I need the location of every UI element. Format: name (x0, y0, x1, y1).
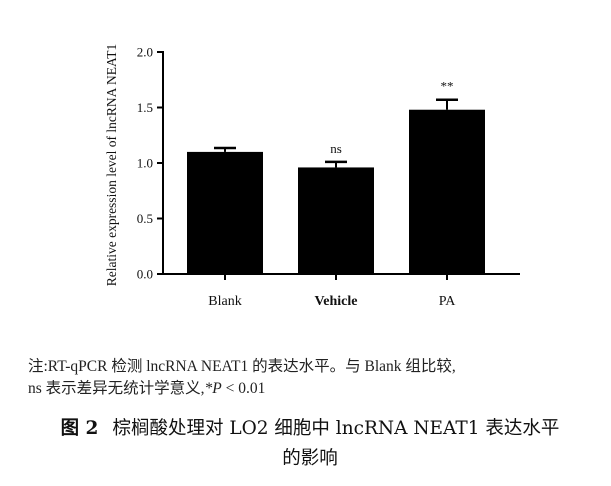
note-line-2: ns 表示差异无统计学意义,*P < 0.01 (28, 378, 603, 400)
significance-label: ns (330, 141, 342, 156)
figure-title-line-1: 棕榈酸处理对 LO2 细胞中 lncRNA NEAT1 表达水平 (112, 418, 560, 439)
note-line-2-suffix: < 0.01 (221, 380, 266, 397)
figure-caption: 图 2 棕榈酸处理对 LO2 细胞中 lncRNA NEAT1 表达水平 的影响 (20, 414, 600, 474)
chart-bars: ns ** (187, 79, 485, 274)
bar-vehicle (298, 167, 374, 274)
note-line-1: 注:RT-qPCR 检测 lncRNA NEAT1 的表达水平。与 Blank … (28, 358, 456, 375)
figure-title-line-2: 的影响 (282, 448, 338, 469)
significance-label: ** (441, 79, 454, 94)
y-tick-label: 0.0 (137, 267, 153, 282)
x-tick-label: PA (439, 294, 457, 309)
bar-pa (409, 109, 485, 274)
bar-chart: 0.0 0.5 1.0 1.5 2.0 Blank Vehicle PA ns ** Relat… (104, 44, 520, 309)
x-tick-label: Blank (208, 294, 241, 309)
y-axis-label: Relative expression level of lncRNA NEAT… (104, 44, 119, 287)
figure-note: 注:RT-qPCR 检测 lncRNA NEAT1 的表达水平。与 Blank … (28, 356, 603, 400)
y-tick-label: 1.5 (137, 100, 153, 115)
y-tick-label: 1.0 (137, 156, 153, 171)
bar-blank (187, 151, 263, 274)
x-tick-label: Vehicle (314, 294, 357, 309)
note-line-2-prefix: ns 表示差异无统计学意义, (28, 380, 205, 397)
figure-number: 图 2 (60, 418, 99, 439)
y-tick-label: 0.5 (137, 211, 153, 226)
p-symbol: *P (204, 380, 222, 397)
y-tick-label: 2.0 (137, 45, 153, 60)
